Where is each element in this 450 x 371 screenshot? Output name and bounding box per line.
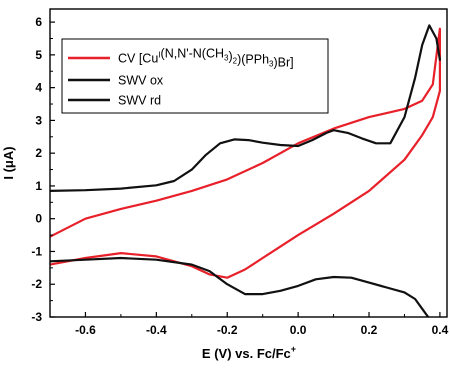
y-tick-label: 0 — [35, 212, 42, 226]
x-tick-label: -0.6 — [75, 323, 96, 337]
x-axis-title-main: E (V) vs. Fc/Fc — [202, 346, 291, 361]
x-tick-label: -0.4 — [146, 323, 167, 337]
legend-entry-swv-ox-label: SWV ox — [118, 74, 164, 88]
y-tick-label: 4 — [35, 81, 42, 95]
y-tick-label: -2 — [31, 277, 42, 291]
x-axis-title-sup: + — [291, 344, 296, 354]
y-tick-label: 3 — [35, 113, 42, 127]
y-axis-title-greek: μ — [1, 160, 16, 168]
x-tick-label: 0.4 — [432, 323, 449, 337]
y-axis-title-main: I ( — [1, 167, 16, 179]
y-tick-label: -1 — [31, 244, 42, 258]
series-layer — [50, 24, 441, 317]
y-tick-label: 5 — [35, 48, 42, 62]
series-cv-line — [50, 27, 441, 279]
y-axis-title: I (μA) — [1, 146, 16, 179]
plot-frame — [49, 8, 448, 318]
legend-entry-swv-rd-label: SWV rd — [118, 94, 161, 108]
legend-box — [61, 38, 329, 114]
x-tick-label: 0.2 — [361, 323, 378, 337]
x-tick-label: -0.2 — [217, 323, 238, 337]
x-tick-label: 0.0 — [290, 323, 307, 337]
series-swv-rd-line — [50, 256, 430, 317]
legend-entry-cv-label: CV [CuI(N,N'-N(CH3)2)(PPh3)Br] — [118, 47, 294, 70]
y-tick-label: 2 — [35, 146, 42, 160]
legend: CV [CuI(N,N'-N(CH3)2)(PPh3)Br] SWV ox SWV … — [61, 38, 329, 114]
y-tick-label: 6 — [35, 15, 42, 29]
series-swv-ox-line — [50, 24, 441, 192]
x-axis-title: E (V) vs. Fc/Fc+ — [202, 344, 296, 361]
y-axis: -3 -2 -1 0 1 2 3 4 5 6 — [31, 15, 55, 324]
y-tick-label: -3 — [31, 310, 42, 324]
y-axis-title-tail: A) — [1, 146, 16, 160]
x-axis: -0.6 -0.4 -0.2 0.0 0.2 0.4 — [75, 312, 449, 337]
y-tick-label: 1 — [35, 179, 42, 193]
